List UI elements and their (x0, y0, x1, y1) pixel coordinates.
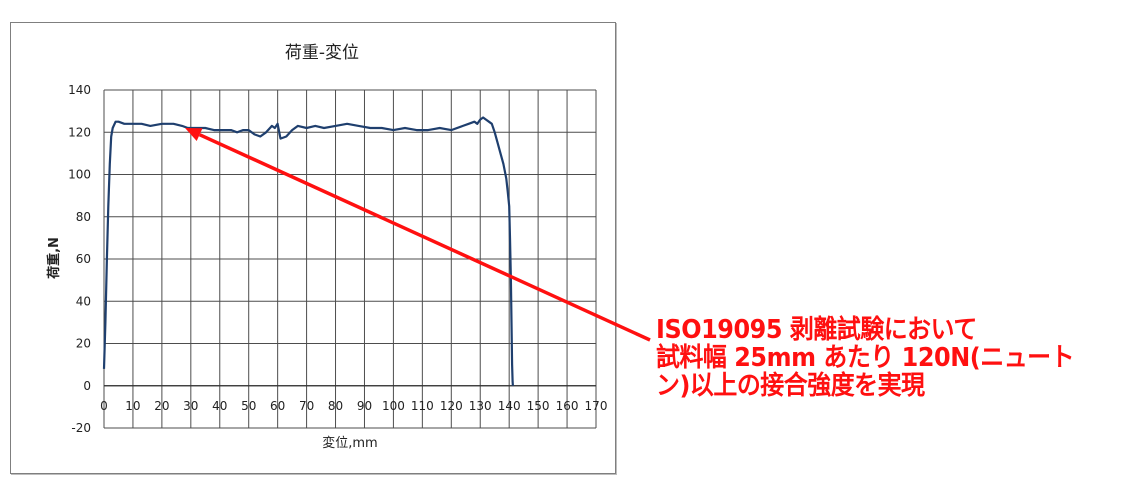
x-tick-label: 60 (270, 399, 285, 413)
x-tick-label: 170 (585, 399, 608, 413)
y-tick-label: 100 (68, 168, 91, 182)
x-tick-label: 150 (527, 399, 550, 413)
annotation-arrow-shaft (198, 133, 651, 342)
y-tick-label: 140 (68, 83, 91, 97)
x-tick-label: 90 (357, 399, 372, 413)
y-axis-label: 荷重,N (46, 237, 62, 280)
y-axis-tick-labels: -20 0 20 40 60 80 100 120 140 (68, 83, 91, 435)
x-tick-label: 0 (100, 399, 108, 413)
x-tick-label: 30 (183, 399, 198, 413)
annotation-arrow-head (185, 128, 203, 142)
y-tick-label: 0 (83, 379, 91, 393)
y-tick-label: 120 (68, 125, 91, 139)
x-tick-label: 40 (212, 399, 227, 413)
annotation-line-2: 試料幅 25mm あたり 120N(ニュート (656, 343, 1075, 373)
grid (103, 89, 597, 429)
x-axis-label: 変位,mm (322, 435, 377, 451)
x-tick-label: 80 (328, 399, 343, 413)
x-tick-label: 70 (299, 399, 314, 413)
annotation-arrow (185, 128, 651, 342)
series-line (102, 116, 514, 386)
y-tick-label: 80 (76, 210, 91, 224)
y-tick-label: 20 (76, 337, 91, 351)
x-tick-label: 130 (469, 399, 492, 413)
y-tick-label: -20 (71, 421, 91, 435)
x-tick-label: 160 (556, 399, 579, 413)
x-tick-label: 10 (125, 399, 140, 413)
x-axis-tick-labels: 0 10 20 30 40 50 60 70 80 90 100 110 120 130 140 150 160… (100, 399, 607, 413)
chart-title: 荷重-変位 (285, 43, 359, 63)
annotation-text: ISO19095 剥離試験において 試料幅 25mm あたり 120N(ニュート… (656, 315, 1075, 401)
x-tick-label: 50 (241, 399, 256, 413)
x-tick-label: 20 (154, 399, 169, 413)
x-tick-label: 100 (382, 399, 405, 413)
annotation-line-1: ISO19095 剥離試験において (656, 315, 977, 345)
y-tick-label: 60 (76, 252, 91, 266)
x-tick-label: 120 (440, 399, 463, 413)
chart-frame (10, 22, 616, 474)
x-tick-label: 140 (498, 399, 521, 413)
y-tick-label: 40 (76, 294, 91, 308)
annotation-line-3: ン)以上の接合強度を実現 (656, 371, 925, 401)
x-tick-label: 110 (411, 399, 434, 413)
